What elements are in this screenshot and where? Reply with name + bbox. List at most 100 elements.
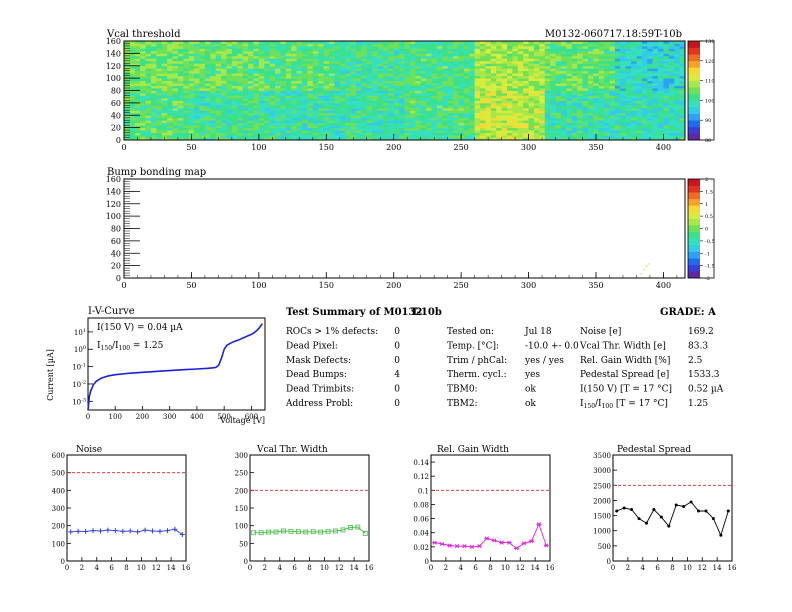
- heatmap-cell: [291, 97, 298, 101]
- heatmap-cell: [323, 112, 330, 116]
- heatmap-cell: [291, 53, 298, 57]
- heatmap-cell: [199, 120, 206, 124]
- data-point: [484, 536, 490, 541]
- heatmap-cell: [566, 88, 573, 91]
- heatmap-cell: [291, 41, 298, 44]
- heatmap-cell: [533, 127, 540, 131]
- heatmap-cell: [302, 50, 308, 54]
- heatmap-cell: [490, 90, 497, 94]
- heatmap-cell: [652, 125, 659, 129]
- heatmap-cell: [679, 50, 686, 54]
- heatmap-cell: [415, 45, 422, 49]
- heatmap-cell: [658, 80, 664, 84]
- heatmap-cell: [663, 68, 670, 72]
- heatmap-cell: [614, 137, 621, 141]
- heatmap-cell: [269, 45, 276, 49]
- heatmap-cell: [199, 45, 206, 49]
- heatmap-cell: [614, 68, 621, 72]
- heatmap-cell: [134, 41, 141, 44]
- heatmap-cell: [571, 115, 578, 119]
- heatmap-cell: [275, 90, 281, 94]
- heatmap-cell: [129, 115, 136, 119]
- heatmap-cell: [253, 73, 260, 77]
- heatmap-cell: [415, 43, 422, 47]
- heatmap-cell: [528, 63, 535, 67]
- heatmap-cell: [334, 97, 341, 101]
- heatmap-cell: [577, 73, 583, 77]
- heatmap-cell: [490, 132, 497, 136]
- heatmap-cell: [523, 73, 529, 77]
- iv-curve-panel: I-V-Curve 0 100 200 300 400 500 60010-310-210-…: [46, 306, 266, 425]
- heatmap-cell: [167, 95, 173, 99]
- heatmap-cell: [631, 102, 637, 106]
- heatmap-cell: [512, 132, 519, 136]
- heatmap-cell: [528, 50, 535, 54]
- heatmap-cell: [199, 83, 206, 86]
- heatmap-cell: [339, 132, 346, 136]
- heatmap-cell: [334, 70, 341, 74]
- heatmap-cell: [560, 88, 567, 91]
- heatmap-cell: [167, 105, 173, 109]
- heatmap-cell: [636, 130, 643, 133]
- y-tick-label: 300: [52, 505, 65, 513]
- heatmap-cell: [652, 55, 659, 59]
- heatmap-cell: [533, 97, 540, 101]
- heatmap-cell: [382, 95, 389, 99]
- z-tick-label: 2: [705, 177, 708, 183]
- heatmap-cell: [124, 88, 130, 91]
- heatmap-cell: [323, 63, 330, 67]
- heatmap-cell: [275, 115, 281, 119]
- heatmap-cell: [426, 105, 432, 109]
- heatmap-cell: [480, 45, 486, 49]
- heatmap-cell: [258, 97, 265, 101]
- heatmap-cell: [501, 137, 508, 141]
- heatmap-cell: [199, 110, 206, 114]
- heatmap-cell: [124, 105, 130, 109]
- heatmap-cell: [560, 55, 567, 59]
- heatmap-cell: [388, 122, 395, 126]
- heatmap-cell: [242, 60, 249, 64]
- heatmap-cell: [204, 63, 211, 67]
- x-tick-label: 12: [698, 564, 707, 572]
- heatmap-cell: [253, 45, 260, 49]
- heatmap-cell: [544, 48, 551, 52]
- heatmap-cell: [485, 115, 492, 119]
- heatmap-cell: [539, 107, 546, 111]
- heatmap-cell: [269, 53, 276, 57]
- heatmap-cell: [296, 130, 303, 133]
- heatmap-cell: [480, 137, 486, 141]
- heatmap-cell: [490, 65, 497, 69]
- heatmap-cell: [328, 107, 335, 111]
- y-tick-label: 80: [111, 87, 121, 96]
- heatmap-cell: [361, 83, 368, 86]
- heatmap-cell: [663, 80, 670, 84]
- heatmap-cell: [652, 102, 659, 106]
- heatmap-cell: [258, 115, 265, 119]
- heatmap-cell: [399, 78, 405, 81]
- x-tick-label: 10: [320, 564, 329, 572]
- heatmap-cell: [150, 45, 157, 49]
- heatmap-cell: [496, 48, 502, 52]
- color-scale-step: [688, 47, 700, 55]
- heatmap-cell: [361, 137, 368, 141]
- heatmap-cell: [199, 75, 206, 79]
- heatmap-cell: [453, 45, 459, 49]
- heatmap-cell: [399, 137, 405, 141]
- heatmap-cell: [237, 58, 244, 62]
- heatmap-cell: [539, 112, 546, 116]
- heatmap-cell: [366, 68, 373, 72]
- heatmap-cell: [388, 70, 395, 74]
- heatmap-cell: [436, 75, 443, 79]
- heatmap-cell: [183, 48, 190, 52]
- heatmap-cell: [231, 112, 238, 116]
- heatmap-cell: [528, 97, 535, 101]
- heatmap-cell: [280, 88, 287, 91]
- heatmap-cell: [490, 97, 497, 101]
- heatmap-cell: [258, 132, 265, 136]
- heatmap-cell: [275, 73, 281, 77]
- heatmap-cell: [436, 85, 443, 89]
- heatmap-cell: [199, 130, 206, 133]
- y-tick-label: 140: [106, 187, 121, 196]
- heatmap-cell: [177, 60, 184, 64]
- dead-bump-marker: [643, 268, 645, 271]
